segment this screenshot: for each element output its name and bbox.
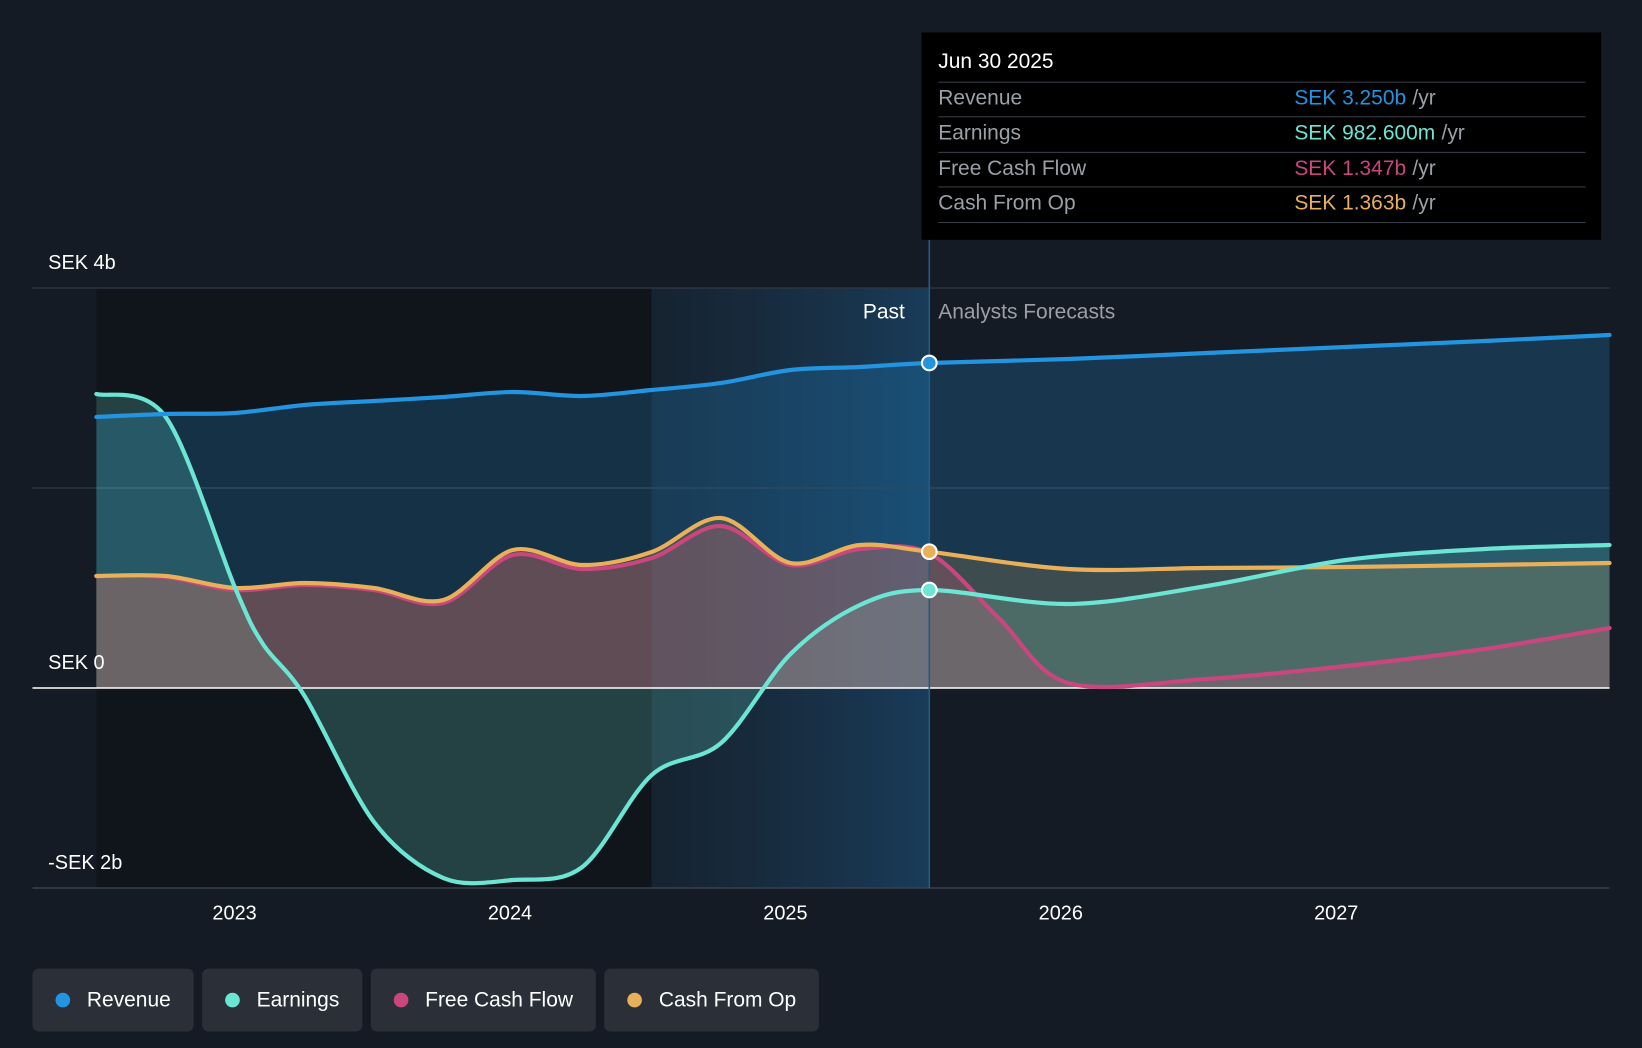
line-cash-from-op xyxy=(94,515,1612,604)
y-tick-label: SEK 4b xyxy=(48,252,116,275)
earnings-dot-icon xyxy=(225,992,240,1008)
cfo-dot-icon xyxy=(627,992,643,1008)
tooltip: Jun 30 2025 Revenue SEK 3.250b/yr Earnin… xyxy=(921,32,1602,240)
x-tick-label: 2025 xyxy=(763,902,808,925)
forecast-label: Analysts Forecasts xyxy=(938,300,1116,324)
past-label: Past xyxy=(862,300,905,324)
marker-earnings xyxy=(920,581,938,599)
x-tick-label: 2024 xyxy=(487,902,533,925)
tooltip-value-wrap: SEK 3.250b/yr xyxy=(1294,83,1435,115)
revenue-dot-icon xyxy=(55,992,71,1008)
y-tick-label: SEK 0 xyxy=(48,652,105,675)
x-tick-label: 2027 xyxy=(1314,902,1359,925)
tooltip-value: SEK 982.600m xyxy=(1294,121,1436,145)
tooltip-unit: /yr xyxy=(1412,191,1436,215)
legend-label: Earnings xyxy=(256,988,340,1012)
marker-cash-from-op xyxy=(920,543,938,561)
tooltip-value-wrap: SEK 982.600m/yr xyxy=(1294,117,1464,149)
x-tick-label: 2026 xyxy=(1038,902,1083,925)
tooltip-row-earnings: Earnings SEK 982.600m/yr xyxy=(938,116,1586,152)
legend-label: Revenue xyxy=(86,988,171,1012)
area-earnings xyxy=(96,393,1610,884)
tooltip-row-revenue: Revenue SEK 3.250b/yr xyxy=(938,81,1586,118)
tooltip-value-wrap: SEK 1.347b/yr xyxy=(1294,153,1435,185)
tooltip-value-wrap: SEK 1.363b/yr xyxy=(1294,187,1435,219)
tooltip-date: Jun 30 2025 xyxy=(938,50,1054,74)
tooltip-label: Free Cash Flow xyxy=(938,157,1087,181)
tooltip-label: Earnings xyxy=(938,121,1021,145)
fcf-dot-icon xyxy=(393,992,409,1008)
tooltip-label: Cash From Op xyxy=(938,191,1076,215)
line-earnings xyxy=(94,391,1612,886)
line-revenue xyxy=(94,332,1612,420)
legend-item-cash-from-op[interactable]: Cash From Op xyxy=(604,968,820,1032)
marker-revenue xyxy=(920,354,938,372)
x-tick-label: 2023 xyxy=(212,902,257,925)
tooltip-unit: /yr xyxy=(1412,86,1436,110)
legend-item-free-cash-flow[interactable]: Free Cash Flow xyxy=(370,968,597,1032)
highlight-region xyxy=(651,287,930,889)
tooltip-value: SEK 3.250b xyxy=(1294,86,1407,110)
area-revenue xyxy=(96,334,1610,689)
tooltip-row-cfo: Cash From Op SEK 1.363b/yr xyxy=(938,186,1586,222)
legend-item-earnings[interactable]: Earnings xyxy=(202,968,363,1032)
tooltip-label: Revenue xyxy=(938,86,1023,110)
legend-item-revenue[interactable]: Revenue xyxy=(32,968,194,1032)
tooltip-value: SEK 1.347b xyxy=(1294,157,1407,181)
tooltip-unit: /yr xyxy=(1412,157,1436,181)
area-cash-from-op xyxy=(96,517,1610,689)
legend-label: Free Cash Flow xyxy=(425,988,573,1012)
divider xyxy=(938,222,1586,224)
tooltip-unit: /yr xyxy=(1441,121,1465,145)
tooltip-row-fcf: Free Cash Flow SEK 1.347b/yr xyxy=(938,151,1586,188)
legend-label: Cash From Op xyxy=(658,988,797,1012)
legend: Revenue Earnings Free Cash Flow Cash Fro… xyxy=(32,968,820,1032)
y-tick-label: -SEK 2b xyxy=(48,852,123,875)
tooltip-value: SEK 1.363b xyxy=(1294,191,1407,215)
